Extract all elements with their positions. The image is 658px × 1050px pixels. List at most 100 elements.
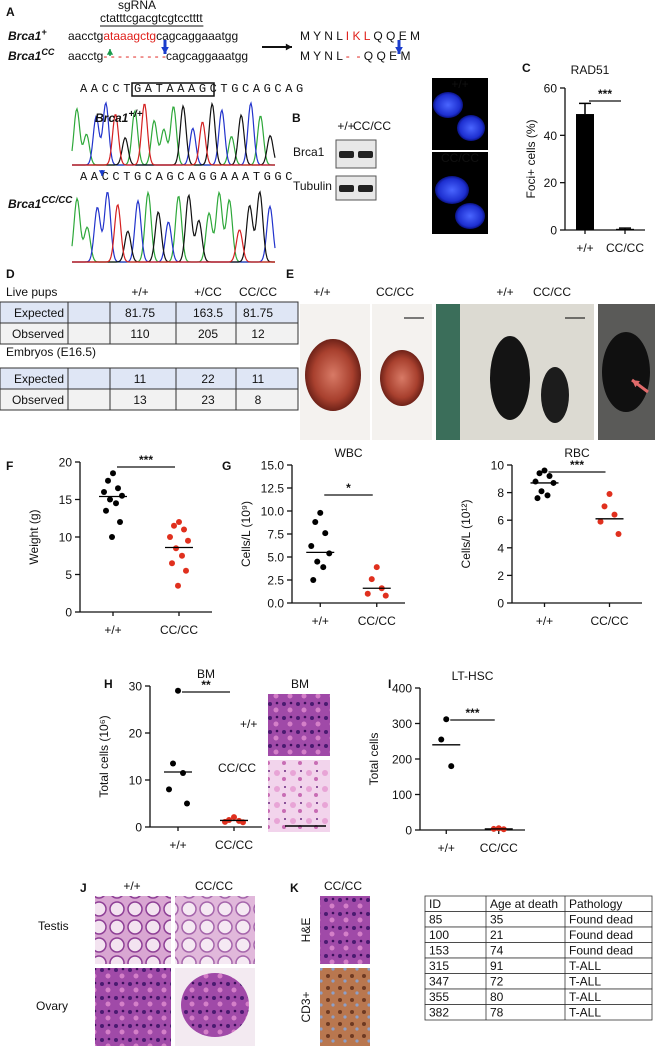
arrow-head: [632, 380, 640, 388]
data-point: [231, 814, 237, 821]
row-label: Ovary: [36, 999, 68, 1013]
data-point: [317, 509, 324, 516]
y-tick-label: 12.5: [261, 482, 285, 496]
sequence: aacctgataaagctgcagcaggaaatgg: [68, 29, 238, 43]
table-cell: 8: [255, 393, 262, 407]
column-header: +/CC: [194, 285, 222, 299]
arrow-head: [395, 46, 403, 54]
nucleus: [435, 176, 469, 204]
column-label: CC/CC: [195, 879, 233, 893]
genotype-label: Brca1CC/CC: [8, 195, 73, 212]
significance-label: ***: [598, 87, 612, 101]
gene-name: Brca1: [8, 197, 42, 211]
y-tick-label: 300: [392, 717, 412, 731]
table-cell: T-ALL: [569, 990, 601, 1004]
x-tick-label: +/+: [438, 841, 455, 855]
data-point: [184, 800, 190, 807]
table-row: [424, 957, 653, 974]
significance-label: *: [346, 481, 351, 495]
table-cell: 347: [429, 975, 449, 989]
panel-label: D: [6, 267, 15, 281]
chart-title: WBC: [335, 446, 363, 460]
table-cell: 22: [201, 372, 215, 386]
data-point: [611, 511, 618, 518]
table-row: [424, 973, 653, 990]
table-cell: 315: [429, 959, 449, 973]
data-point: [312, 519, 319, 526]
y-tick-label: 15.0: [261, 459, 285, 473]
data-point: [382, 592, 389, 599]
table-cell: 78: [490, 1006, 504, 1020]
chart-title: LT-HSC: [452, 669, 494, 683]
chromatogram-trace: [72, 203, 275, 263]
nucleus: [455, 203, 485, 229]
mouse: [490, 336, 530, 420]
y-tick-label: 4: [497, 541, 504, 555]
data-point: [532, 478, 539, 485]
bar: [616, 228, 634, 230]
data-point: [166, 786, 172, 793]
data-point: [180, 769, 186, 776]
data-point: [175, 687, 181, 694]
table-cell: T-ALL: [569, 959, 601, 973]
x-tick-label: CC/CC: [358, 614, 396, 628]
mouse: [541, 367, 569, 423]
table-cell: 11: [252, 372, 265, 386]
significance-label: ***: [139, 453, 153, 467]
data-point: [185, 537, 191, 544]
panel-label: J: [80, 881, 87, 895]
table-cell: Age at death: [490, 897, 558, 911]
column-header: +/+: [131, 285, 148, 299]
sgrna-label: sgRNA: [118, 0, 156, 12]
data-point: [443, 716, 450, 723]
table-cell: Found dead: [569, 928, 633, 942]
allele-superscript: +/+: [128, 109, 142, 120]
y-axis-label: Foci+ cells (%): [524, 119, 538, 198]
x-tick-label: +/+: [576, 241, 593, 255]
arrow-head: [285, 43, 292, 51]
chart-title: BM: [197, 667, 215, 681]
embryo: [380, 350, 424, 406]
data-point: [105, 477, 111, 484]
photo-ruler: [436, 304, 460, 440]
blot-band: [358, 185, 373, 192]
data-point: [169, 560, 175, 567]
y-tick-label: 0.0: [267, 597, 284, 611]
sequence-segment: Q Q E M: [370, 29, 420, 43]
arrow-head: [106, 49, 114, 55]
row-label: Brca1: [293, 145, 325, 159]
table-cell: T-ALL: [569, 975, 601, 989]
sequence-segment: Q Q E M: [360, 49, 410, 63]
table-title: Embryos (E16.5): [6, 345, 96, 359]
data-point: [179, 552, 185, 559]
histology-image: [268, 760, 330, 832]
x-tick-label: CC/CC: [606, 241, 644, 255]
arrow-head: [161, 46, 169, 54]
y-tick-label: 0: [65, 606, 72, 620]
histology-image: [268, 694, 330, 756]
table-row: [424, 1004, 653, 1021]
tissue: [181, 973, 249, 1037]
data-point: [103, 507, 109, 514]
y-tick-label: 0: [405, 824, 412, 838]
table-cell: 23: [201, 393, 215, 407]
data-point: [597, 518, 604, 525]
data-point: [536, 470, 543, 477]
column-header: CC/CC: [239, 285, 277, 299]
panel-label: I: [388, 677, 391, 691]
column-label: +/+: [337, 119, 354, 133]
y-tick-label: 10.0: [261, 505, 285, 519]
data-point: [546, 473, 553, 480]
chart-title: RAD51: [571, 63, 610, 77]
data-point: [222, 818, 228, 825]
sequence: M Y N L I K L Q Q E M: [300, 29, 420, 43]
y-axis-label: Total cells (10⁶): [97, 715, 111, 797]
panel-label: C: [522, 61, 531, 75]
data-point: [175, 582, 181, 589]
y-tick-label: 40: [544, 129, 558, 143]
data-point: [538, 488, 545, 495]
data-point: [173, 545, 179, 552]
image-title: BM: [291, 677, 309, 691]
bar: [576, 114, 594, 230]
panel-label: B: [292, 111, 301, 125]
